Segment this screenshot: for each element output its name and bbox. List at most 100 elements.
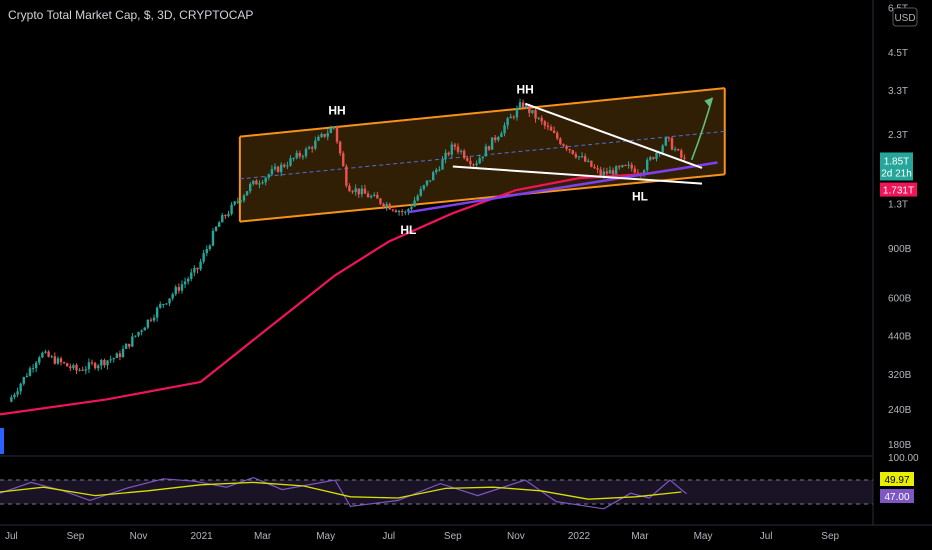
candle-body [106,360,109,366]
candle-body [208,245,212,250]
y-tick-label: 900B [888,244,912,255]
candle-body [25,375,29,377]
candle-body [404,211,407,213]
candle-body [512,116,516,118]
candle-body [56,358,60,364]
left-edge-marker [0,428,4,454]
candle-body [227,213,230,217]
x-tick-label: 2021 [190,531,213,542]
candle-body [202,253,205,262]
candle-body [366,193,370,198]
candle-body [149,319,153,321]
candle-body [466,157,469,161]
candle-body [143,327,146,331]
candle-body [357,188,360,195]
candle-body [90,362,94,364]
rsi-value: 47.00 [884,492,909,503]
candle-body [571,150,574,155]
candle-body [565,145,568,150]
candle-body [354,188,357,193]
candle-body [317,136,320,141]
y-tick-label: 3.3T [888,86,908,97]
y-tick-label: 600B [888,294,912,305]
candle-body [537,117,540,119]
candle-body [242,195,246,201]
pattern-label: HL [632,190,648,204]
candle-body [264,177,267,183]
rsi-signal-value: 49.97 [884,475,909,486]
wedge-upper-line [524,102,703,169]
pattern-label: HL [400,223,416,237]
x-tick-label: Jul [760,531,773,542]
candle-body [335,126,339,142]
candle-body [97,365,100,369]
candle-body [304,148,308,157]
channel-fill [239,88,725,222]
candle-body [180,284,184,291]
candle-body [38,357,41,363]
y-tick-label: 180B [888,440,912,451]
candle-body [19,383,22,392]
x-tick-label: Nov [130,531,148,542]
candle-body [509,116,512,119]
candle-body [490,137,494,150]
x-tick-label: May [316,531,335,542]
candle-body [345,166,348,186]
candle-body [636,172,640,174]
candle-body [422,185,426,190]
candle-body [503,125,506,134]
candle-body [562,144,565,146]
currency-button[interactable] [892,7,918,27]
last-price-value: 1.85T [884,156,910,167]
candle-body [400,211,404,213]
candle-body [391,209,395,211]
candle-body [10,397,13,402]
candle-body [394,210,398,213]
candle-body [224,215,227,217]
candle-body [376,194,379,199]
candle-body [239,200,243,202]
candle-body [677,149,680,151]
candle-body [469,160,472,165]
candle-body [515,108,519,118]
y-tick-label: 440B [888,331,912,342]
candle-body [407,209,410,212]
chart-title: Crypto Total Market Cap, $, 3D, CRYPTOCA… [8,8,254,22]
candle-body [506,118,509,126]
candle-body [363,188,367,194]
y-tick-label: 2.3T [888,130,908,141]
candle-body [621,165,624,168]
candle-body [593,166,596,169]
candle-body [183,281,187,285]
candle-body [146,319,150,328]
candle-body [44,351,47,353]
candle-body [463,150,466,158]
candle-body [28,368,32,376]
candle-body [459,150,463,152]
candle-body [661,145,664,153]
candle-body [614,166,618,175]
support-trendline [408,161,718,214]
overlays: HH HH HL HL [0,83,718,454]
candle-body [332,126,336,129]
candle-body [221,215,224,223]
candle-body [137,331,140,336]
candle-body [190,272,193,279]
candle-body [193,267,196,273]
candle-body [214,226,218,231]
ma-value-tag [880,182,917,197]
candle-body [75,365,78,371]
candle-body [329,128,333,134]
candle-body [552,130,556,133]
candle-body [50,356,53,358]
candle-body [435,169,438,173]
candle-body [624,165,627,167]
candle-body [611,170,615,175]
candle-body [53,356,56,364]
candle-body [599,169,602,176]
candle-body [518,102,522,109]
y-tick-label: 320B [888,370,912,381]
candle-body [100,360,103,366]
